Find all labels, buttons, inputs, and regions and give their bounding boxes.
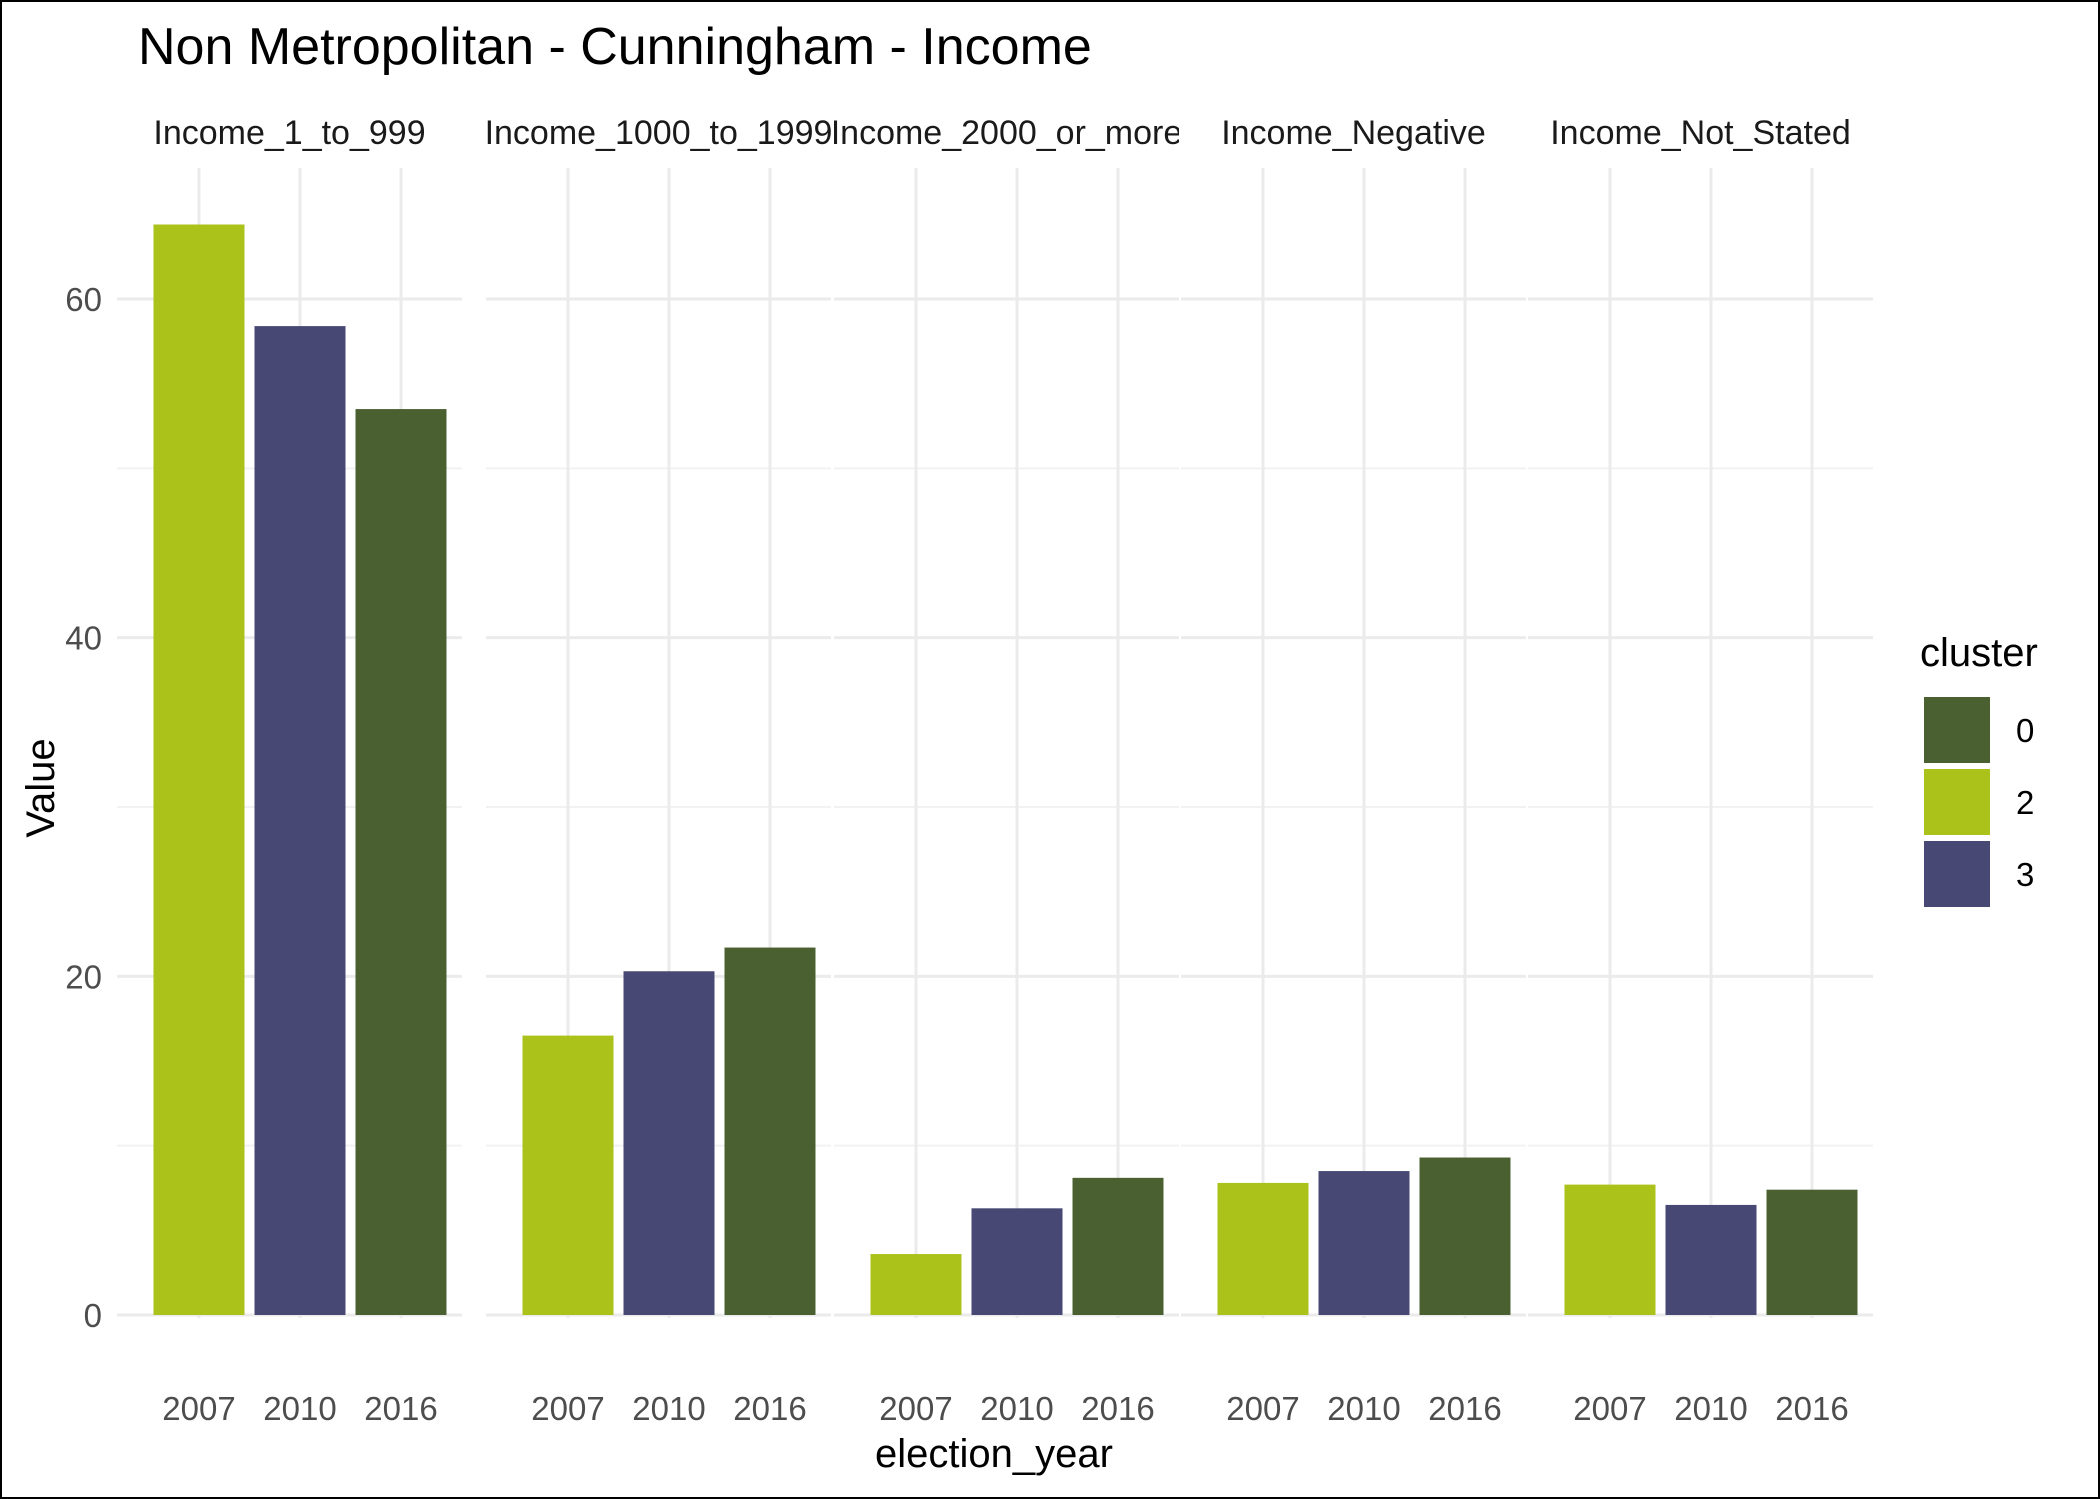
bar xyxy=(724,947,816,1315)
facet-panel: 2007 2010 2016 Income_Negative xyxy=(1181,114,1526,1427)
legend-key xyxy=(1924,769,1990,835)
legend-label: 0 xyxy=(2016,712,2034,749)
y-tick-label: 60 xyxy=(65,281,102,318)
bar xyxy=(623,971,715,1315)
x-tick-label: 2010 xyxy=(1327,1390,1400,1427)
bar xyxy=(1419,1157,1511,1315)
bar xyxy=(1766,1189,1858,1315)
facet-panel: 2007 2010 2016 Income_Not_Stated xyxy=(1528,114,1873,1427)
legend-key xyxy=(1924,697,1990,763)
facet-panel: 2007 2010 2016 Income_1_to_999 xyxy=(117,114,462,1427)
x-tick-label: 2007 xyxy=(879,1390,952,1427)
legend: cluster 0 2 3 xyxy=(1920,631,2038,907)
facet-panel: 2007 2010 2016 Income_1000_to_1999 xyxy=(485,114,833,1427)
bar xyxy=(1564,1184,1656,1315)
x-tick-label: 2016 xyxy=(1775,1390,1848,1427)
facet-strip-label: Income_Not_Stated xyxy=(1550,114,1851,152)
x-tick-label: 2016 xyxy=(364,1390,437,1427)
x-tick-label: 2010 xyxy=(632,1390,705,1427)
x-tick-label: 2010 xyxy=(1674,1390,1747,1427)
bar xyxy=(1318,1171,1410,1315)
x-tick-label: 2007 xyxy=(1226,1390,1299,1427)
x-tick-label: 2010 xyxy=(980,1390,1053,1427)
bar xyxy=(254,326,346,1315)
facet-panel: 2007 2010 2016 Income_2000_or_more xyxy=(831,114,1183,1427)
facet-strip-label: Income_1_to_999 xyxy=(153,114,425,152)
facet-strip-label: Income_Negative xyxy=(1221,114,1486,152)
y-axis: 0 20 40 60 xyxy=(65,281,102,1334)
facet-panels: 2007 2010 2016 Income_1_to_999 2007 2010 2016 I… xyxy=(117,114,1873,1427)
x-tick-label: 2016 xyxy=(1081,1390,1154,1427)
x-tick-label: 2007 xyxy=(162,1390,235,1427)
x-tick-label: 2016 xyxy=(1428,1390,1501,1427)
bar xyxy=(1072,1177,1164,1315)
y-tick-label: 20 xyxy=(65,958,102,995)
legend-key xyxy=(1924,841,1990,907)
y-axis-title: Value xyxy=(19,738,63,837)
x-tick-label: 2007 xyxy=(531,1390,604,1427)
facet-strip-label: Income_1000_to_1999 xyxy=(485,114,833,152)
y-tick-label: 40 xyxy=(65,620,102,657)
bar xyxy=(971,1208,1063,1315)
legend-title: cluster xyxy=(1920,631,2038,675)
bar xyxy=(153,224,245,1316)
x-tick-label: 2016 xyxy=(733,1390,806,1427)
bar xyxy=(1217,1182,1309,1315)
legend-label: 3 xyxy=(2016,856,2034,893)
x-tick-label: 2007 xyxy=(1573,1390,1646,1427)
bar xyxy=(870,1254,962,1315)
bar xyxy=(1665,1204,1757,1315)
x-tick-label: 2010 xyxy=(263,1390,336,1427)
bar xyxy=(522,1035,614,1315)
x-axis-title: election_year xyxy=(875,1432,1113,1476)
y-tick-label: 0 xyxy=(84,1297,102,1334)
legend-label: 2 xyxy=(2016,784,2034,821)
bar xyxy=(355,409,447,1316)
facet-strip-label: Income_2000_or_more xyxy=(831,114,1183,152)
chart-title: Non Metropolitan - Cunningham - Income xyxy=(138,18,1092,76)
